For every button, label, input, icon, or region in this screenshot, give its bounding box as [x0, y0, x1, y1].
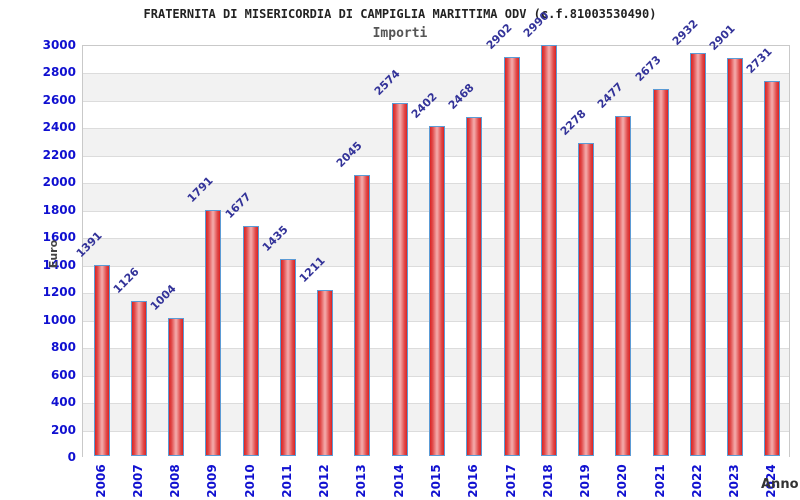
y-tick-label: 1000	[42, 312, 76, 327]
chart-title: FRATERNITA DI MISERICORDIA DI CAMPIGLIA …	[143, 7, 657, 21]
x-tick-label: 2021	[652, 464, 667, 498]
bar	[279, 258, 296, 456]
bar	[429, 126, 445, 456]
bar	[540, 45, 557, 456]
x-tick-label: 2014	[391, 464, 406, 498]
x-tick-label: 2015	[429, 464, 443, 498]
grid-band	[83, 100, 789, 129]
bar	[689, 53, 706, 456]
y-axis-title: Euro	[47, 239, 60, 269]
x-tick-label: 2006	[93, 464, 108, 498]
bar	[466, 117, 483, 456]
bar	[615, 115, 632, 456]
bar	[93, 264, 110, 456]
bar	[503, 57, 520, 456]
x-tick-label: 2013	[354, 464, 369, 498]
bar	[354, 175, 371, 456]
x-tick-label: 2018	[540, 464, 555, 498]
x-axis-title: Anno	[761, 477, 799, 492]
y-tick-label: 600	[50, 367, 76, 382]
y-tick-label: 400	[50, 395, 76, 410]
gridline	[83, 73, 789, 75]
bar	[242, 225, 259, 456]
x-tick-label: 2011	[279, 464, 294, 498]
bar	[391, 102, 408, 456]
grid-band	[83, 46, 789, 74]
x-tick-label: 2020	[615, 464, 630, 498]
x-tick-label: 2008	[168, 464, 183, 498]
bar	[205, 210, 222, 456]
y-tick-label: 1800	[42, 202, 76, 217]
plot-area: 1391 1126 1004 1791 1677 1435 1211 2045 2574 2402…	[73, 10, 790, 458]
bar	[317, 289, 334, 456]
gridline	[83, 100, 789, 102]
y-tick-label: 2000	[42, 175, 76, 190]
y-tick-label: 3000	[42, 38, 76, 52]
bar	[652, 88, 669, 456]
bar	[764, 80, 781, 456]
y-tick-label: 1200	[42, 285, 76, 300]
x-tick-label: 2023	[727, 464, 742, 498]
y-tick-label: 1600	[42, 230, 76, 245]
x-tick-label: 2016	[466, 464, 481, 498]
x-tick-label: 2019	[578, 464, 593, 498]
y-tick-label: 800	[50, 340, 76, 355]
x-tick-label: 2012	[317, 464, 332, 498]
x-tick-label: 2010	[242, 464, 257, 498]
chart-subtitle: Importi	[372, 26, 428, 41]
bar	[168, 318, 185, 456]
y-tick-label: 1400	[42, 257, 76, 272]
y-tick-label: 2600	[42, 92, 76, 107]
x-tick-label: 2009	[205, 464, 220, 498]
x-tick-label: 2007	[130, 464, 145, 498]
x-tick-label: 2017	[503, 464, 518, 498]
y-tick-label: 0	[67, 450, 76, 464]
bar	[727, 57, 744, 456]
grid-band	[83, 73, 789, 101]
y-tick-label: 200	[50, 422, 76, 437]
y-tick-label: 2800	[42, 65, 76, 80]
bar	[578, 143, 595, 456]
y-tick-label: 2200	[42, 147, 76, 162]
x-tick-label: 2022	[689, 464, 704, 498]
bar	[130, 301, 147, 456]
y-tick-label: 2400	[42, 120, 76, 135]
